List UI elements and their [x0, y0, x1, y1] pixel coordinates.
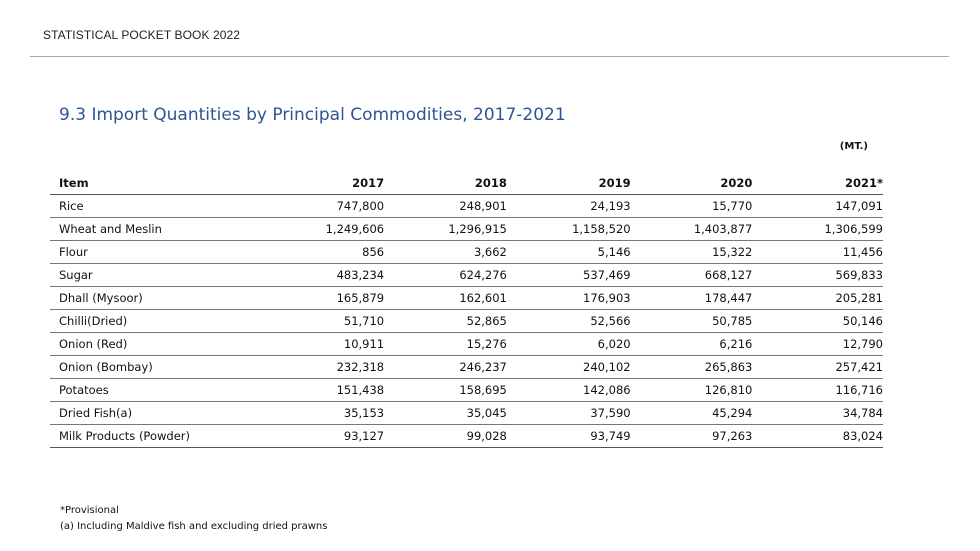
row-value-2021: 83,024	[752, 424, 883, 448]
row-value-2021: 116,716	[752, 378, 883, 402]
row-value-2021: 147,091	[752, 194, 883, 218]
row-value-2017: 483,234	[254, 263, 385, 287]
table-row: Sugar 483,234 624,276 537,469 668,127 569,833	[50, 263, 883, 287]
table-row: Onion (Red) 10,911 15,276 6,020 6,216 12,790	[50, 332, 883, 356]
row-value-2020: 45,294	[630, 401, 753, 425]
table-header-row: Item 2017 2018 2019 2020 2021*	[50, 172, 883, 195]
unit-label: (MT.)	[839, 141, 868, 152]
column-header-2018: 2018	[384, 172, 507, 195]
row-value-2018: 52,865	[384, 309, 507, 333]
row-value-2017: 232,318	[254, 355, 385, 379]
row-value-2017: 1,249,606	[254, 217, 385, 241]
row-value-2017: 151,438	[254, 378, 385, 402]
table-row: Dried Fish(a) 35,153 35,045 37,590 45,294 34,…	[50, 401, 883, 425]
row-item-label: Potatoes	[50, 378, 255, 402]
table-row: Flour 856 3,662 5,146 15,322 11,456	[50, 240, 883, 264]
row-value-2021: 12,790	[752, 332, 883, 356]
column-header-item: Item	[50, 172, 255, 195]
row-item-label: Dhall (Mysoor)	[50, 286, 255, 310]
footnote-provisional: *Provisional	[60, 505, 119, 516]
row-value-2017: 856	[254, 240, 385, 264]
table-row: Wheat and Meslin 1,249,606 1,296,915 1,158,…	[50, 217, 883, 241]
row-value-2017: 35,153	[254, 401, 385, 425]
row-value-2019: 93,749	[506, 424, 631, 448]
row-item-label: Rice	[50, 194, 255, 218]
row-value-2019: 6,020	[506, 332, 631, 356]
row-value-2020: 15,770	[630, 194, 753, 218]
row-item-label: Chilli(Dried)	[50, 309, 255, 333]
column-header-2020: 2020	[630, 172, 753, 195]
row-value-2018: 3,662	[384, 240, 507, 264]
row-value-2019: 24,193	[506, 194, 631, 218]
row-value-2018: 248,901	[384, 194, 507, 218]
row-value-2019: 142,086	[506, 378, 631, 402]
row-value-2018: 15,276	[384, 332, 507, 356]
row-value-2020: 97,263	[630, 424, 753, 448]
row-value-2020: 15,322	[630, 240, 753, 264]
row-value-2021: 11,456	[752, 240, 883, 264]
row-value-2018: 624,276	[384, 263, 507, 287]
table-row: Rice 747,800 248,901 24,193 15,770 147,091	[50, 194, 883, 218]
running-header: STATISTICAL POCKET BOOK 2022	[43, 28, 241, 42]
table-title: 9.3 Import Quantities by Principal Commo…	[59, 105, 566, 125]
row-item-label: Wheat and Meslin	[50, 217, 255, 241]
row-value-2018: 35,045	[384, 401, 507, 425]
row-value-2019: 5,146	[506, 240, 631, 264]
row-value-2021: 1,306,599	[752, 217, 883, 241]
row-value-2019: 1,158,520	[506, 217, 631, 241]
row-item-label: Milk Products (Powder)	[50, 424, 255, 448]
row-value-2018: 162,601	[384, 286, 507, 310]
column-header-2021: 2021*	[752, 172, 883, 195]
table-row: Dhall (Mysoor) 165,879 162,601 176,903 178,4…	[50, 286, 883, 310]
header-divider	[30, 56, 949, 57]
row-value-2017: 93,127	[254, 424, 385, 448]
row-value-2020: 6,216	[630, 332, 753, 356]
row-item-label: Onion (Bombay)	[50, 355, 255, 379]
row-value-2020: 126,810	[630, 378, 753, 402]
row-value-2021: 205,281	[752, 286, 883, 310]
footnotes: *Provisional (a) Including Maldive fish …	[60, 503, 327, 535]
column-header-2017: 2017	[254, 172, 385, 195]
row-value-2020: 668,127	[630, 263, 753, 287]
row-value-2017: 165,879	[254, 286, 385, 310]
row-value-2021: 34,784	[752, 401, 883, 425]
row-value-2017: 10,911	[254, 332, 385, 356]
row-value-2021: 569,833	[752, 263, 883, 287]
import-quantities-table: Item 2017 2018 2019 2020 2021* Rice 747,8…	[50, 172, 883, 448]
row-value-2017: 51,710	[254, 309, 385, 333]
row-value-2020: 265,863	[630, 355, 753, 379]
table-row: Potatoes 151,438 158,695 142,086 126,810 116,…	[50, 378, 883, 402]
table-row: Milk Products (Powder) 93,127 99,028 93,749…	[50, 424, 883, 448]
row-value-2019: 52,566	[506, 309, 631, 333]
column-header-2019: 2019	[506, 172, 631, 195]
row-value-2021: 257,421	[752, 355, 883, 379]
row-value-2019: 176,903	[506, 286, 631, 310]
row-value-2018: 246,237	[384, 355, 507, 379]
row-value-2018: 158,695	[384, 378, 507, 402]
row-value-2019: 240,102	[506, 355, 631, 379]
row-item-label: Sugar	[50, 263, 255, 287]
row-value-2018: 1,296,915	[384, 217, 507, 241]
row-value-2020: 1,403,877	[630, 217, 753, 241]
row-value-2020: 178,447	[630, 286, 753, 310]
table-row: Onion (Bombay) 232,318 246,237 240,102 265,8…	[50, 355, 883, 379]
row-value-2019: 37,590	[506, 401, 631, 425]
table-row: Chilli(Dried) 51,710 52,865 52,566 50,785 50,…	[50, 309, 883, 333]
row-value-2020: 50,785	[630, 309, 753, 333]
row-value-2017: 747,800	[254, 194, 385, 218]
row-value-2019: 537,469	[506, 263, 631, 287]
row-value-2021: 50,146	[752, 309, 883, 333]
row-value-2018: 99,028	[384, 424, 507, 448]
row-item-label: Dried Fish(a)	[50, 401, 255, 425]
row-item-label: Flour	[50, 240, 255, 264]
row-item-label: Onion (Red)	[50, 332, 255, 356]
footnote-a: (a) Including Maldive fish and excluding…	[60, 521, 328, 532]
